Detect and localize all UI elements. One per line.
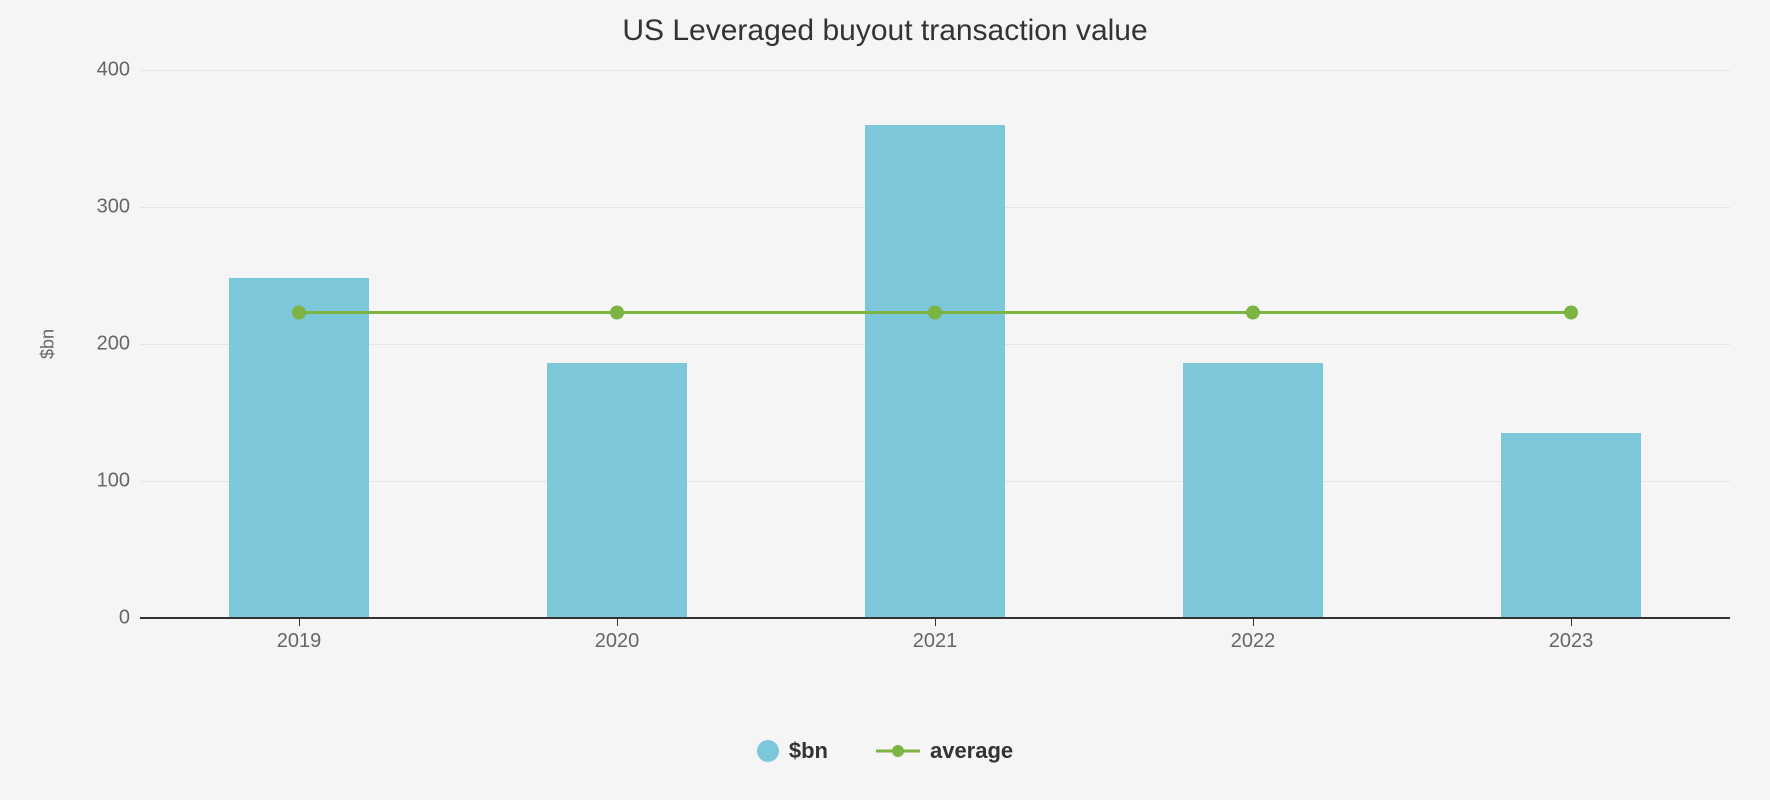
- x-tick: [1571, 618, 1572, 626]
- x-tick: [935, 618, 936, 626]
- x-tick-label: 2019: [277, 630, 322, 653]
- x-tick-label: 2023: [1549, 630, 1594, 653]
- plot-area: [140, 70, 1730, 618]
- average-marker: [1564, 305, 1578, 319]
- chart-container: US Leveraged buyout transaction value $b…: [0, 0, 1770, 800]
- average-marker: [1246, 305, 1260, 319]
- legend-item: average: [876, 738, 1013, 764]
- legend-swatch: [757, 740, 779, 762]
- legend: $bn average: [0, 738, 1770, 764]
- y-tick-label: 200: [50, 333, 130, 356]
- y-tick-label: 300: [50, 196, 130, 219]
- legend-item: $bn: [757, 738, 828, 764]
- x-tick-label: 2020: [595, 630, 640, 653]
- chart-title: US Leveraged buyout transaction value: [0, 14, 1770, 48]
- legend-label: $bn: [789, 738, 828, 764]
- average-marker: [292, 305, 306, 319]
- x-tick: [299, 618, 300, 626]
- y-tick-label: 100: [50, 470, 130, 493]
- average-marker: [610, 305, 624, 319]
- x-tick: [1253, 618, 1254, 626]
- y-tick-label: 0: [50, 607, 130, 630]
- average-marker: [928, 305, 942, 319]
- y-tick-label: 400: [50, 59, 130, 82]
- legend-label: average: [930, 738, 1013, 764]
- line-series: [140, 70, 1730, 618]
- x-tick: [617, 618, 618, 626]
- legend-swatch: [876, 740, 920, 762]
- x-tick-label: 2022: [1231, 630, 1276, 653]
- x-tick-label: 2021: [913, 630, 958, 653]
